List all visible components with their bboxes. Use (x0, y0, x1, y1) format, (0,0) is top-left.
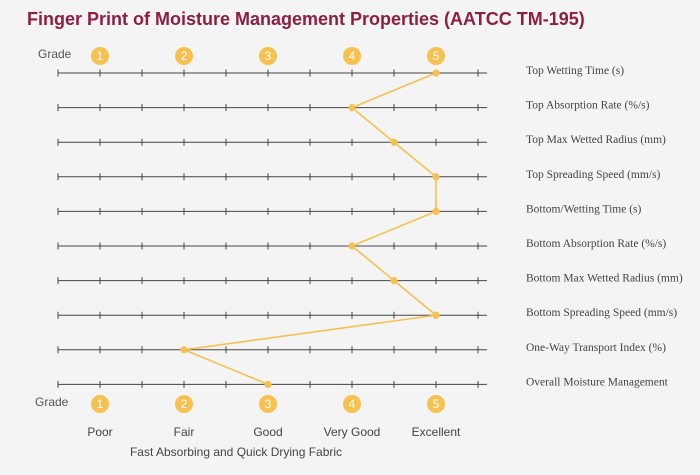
data-point (390, 138, 398, 146)
grade-circle-bottom-3 (259, 395, 277, 413)
row-label: Overall Moisture Management (526, 376, 669, 388)
grade-number-bottom-2: 2 (181, 397, 188, 411)
data-point (180, 346, 188, 354)
row-label: Top Spreading Speed (mm/s) (526, 169, 660, 181)
category-label: Fair (174, 425, 195, 439)
row-label: Top Max Wetted Radius (mm) (526, 134, 666, 146)
grade-circle-top-4 (343, 47, 361, 65)
category-label: Good (253, 425, 282, 439)
grade-number-top-1: 1 (97, 49, 104, 63)
grade-number-bottom-1: 1 (97, 397, 104, 411)
chart-title: Finger Print of Moisture Management Prop… (27, 9, 585, 29)
grade-circle-top-3 (259, 47, 277, 65)
grade-number-top-5: 5 (433, 49, 440, 63)
row-label: Bottom Spreading Speed (mm/s) (526, 307, 677, 319)
grade-label-top: Grade (38, 47, 72, 61)
grade-number-top-2: 2 (181, 49, 188, 63)
grade-circle-top-5 (427, 47, 445, 65)
grade-circle-bottom-5 (427, 395, 445, 413)
grade-label-bottom: Grade (35, 395, 69, 409)
row-label: Bottom Max Wetted Radius (mm) (526, 273, 683, 285)
data-point (432, 207, 440, 215)
grade-number-bottom-5: 5 (433, 397, 440, 411)
grade-number-bottom-4: 4 (349, 397, 356, 411)
grade-circle-bottom-2 (175, 395, 193, 413)
fingerprint-line (180, 72, 438, 386)
data-point (390, 277, 398, 285)
data-point (264, 380, 272, 388)
row-label: Top Wetting Time (s) (526, 65, 624, 77)
category-label: Poor (87, 425, 112, 439)
grade-circle-top-1 (91, 47, 109, 65)
footnote: Fast Absorbing and Quick Drying Fabric (130, 445, 342, 459)
data-point (348, 104, 356, 112)
data-point (432, 173, 440, 181)
row-label: Bottom Absorption Rate (%/s) (526, 238, 666, 250)
row-label: Top Absorption Rate (%/s) (526, 100, 650, 112)
row-label: One-Way Transport Index (%) (526, 342, 666, 354)
category-label: Excellent (412, 425, 461, 439)
grade-number-top-4: 4 (349, 49, 356, 63)
grade-circle-bottom-1 (91, 395, 109, 413)
grade-circle-bottom-4 (343, 395, 361, 413)
data-point (432, 311, 440, 319)
data-point (348, 242, 356, 250)
data-point (432, 69, 440, 77)
row-label: Bottom/Wetting Time (s) (526, 203, 642, 215)
grade-number-bottom-3: 3 (265, 397, 272, 411)
grade-number-top-3: 3 (265, 49, 272, 63)
grade-circle-top-2 (175, 47, 193, 65)
category-label: Very Good (324, 425, 381, 439)
